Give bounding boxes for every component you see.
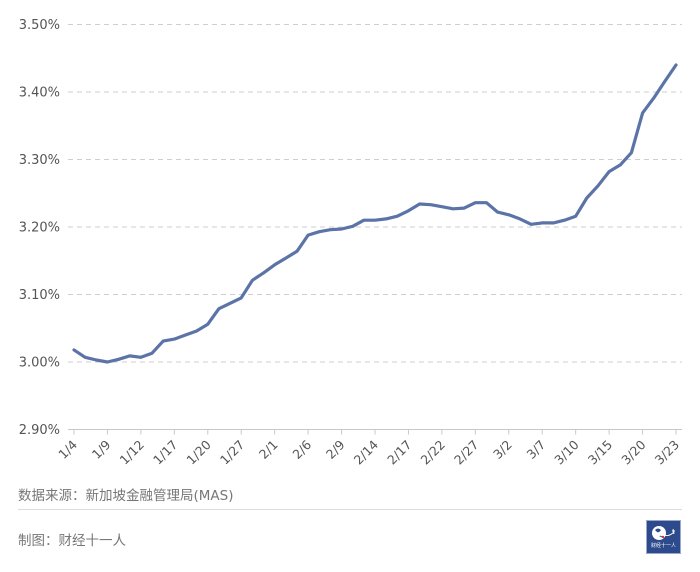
x-tick-label: 1/27 — [217, 437, 247, 467]
x-tick-label: 1/20 — [183, 437, 213, 467]
chart-credit: 制图：财经十一人 — [18, 533, 126, 549]
x-tick-label: 3/2 — [490, 437, 515, 462]
footer-divider — [18, 509, 682, 510]
x-tick-label: 1/9 — [89, 437, 114, 462]
x-tick-label: 3/15 — [585, 437, 615, 467]
gridlines — [68, 24, 682, 363]
x-tick-label: 3/10 — [551, 437, 581, 467]
x-tick-label: 2/9 — [323, 437, 348, 462]
x-tick-label: 1/17 — [150, 437, 180, 467]
x-tick-label: 2/6 — [289, 437, 314, 462]
x-tick-label: 3/20 — [618, 437, 648, 467]
x-axis: 1/4 1/9 1/12 1/17 1/20 1/27 2/1 2/6 2/9 2/14 2/17 2… — [55, 429, 682, 467]
y-tick-label: 3.30% — [19, 153, 60, 168]
brand-logo: 财经十一人 — [646, 520, 681, 554]
y-tick-label: 2.90% — [19, 423, 60, 438]
y-tick-label: 3.00% — [19, 356, 60, 371]
data-source-note: 数据来源：新加坡金融管理局(MAS) — [18, 488, 234, 504]
x-tick-label: 2/1 — [256, 437, 281, 462]
x-tick-label: 1/12 — [117, 437, 147, 467]
x-tick-label: 2/14 — [351, 437, 381, 467]
x-tick-label: 3/23 — [652, 437, 682, 467]
line-chart: 2.90% 3.00% 3.10% 3.20% 3.30% 3.40% 3.50% 1/4 1… — [19, 18, 682, 467]
y-tick-label: 3.20% — [19, 221, 60, 236]
logo-text: 财经十一人 — [650, 543, 676, 549]
y-tick-label: 3.10% — [19, 288, 60, 303]
y-tick-label: 3.40% — [19, 86, 60, 101]
data-series-line — [72, 63, 678, 364]
y-axis-labels: 2.90% 3.00% 3.10% 3.20% 3.30% 3.40% 3.50% — [19, 18, 60, 438]
x-tick-label: 2/27 — [451, 437, 481, 467]
x-tick-label: 2/22 — [418, 437, 448, 467]
globe-logo-icon — [652, 526, 675, 540]
x-tick-label: 1/4 — [55, 437, 80, 462]
x-tick-label: 2/17 — [384, 437, 414, 467]
y-tick-label: 3.50% — [19, 18, 60, 33]
x-tick-label: 3/7 — [524, 437, 549, 462]
